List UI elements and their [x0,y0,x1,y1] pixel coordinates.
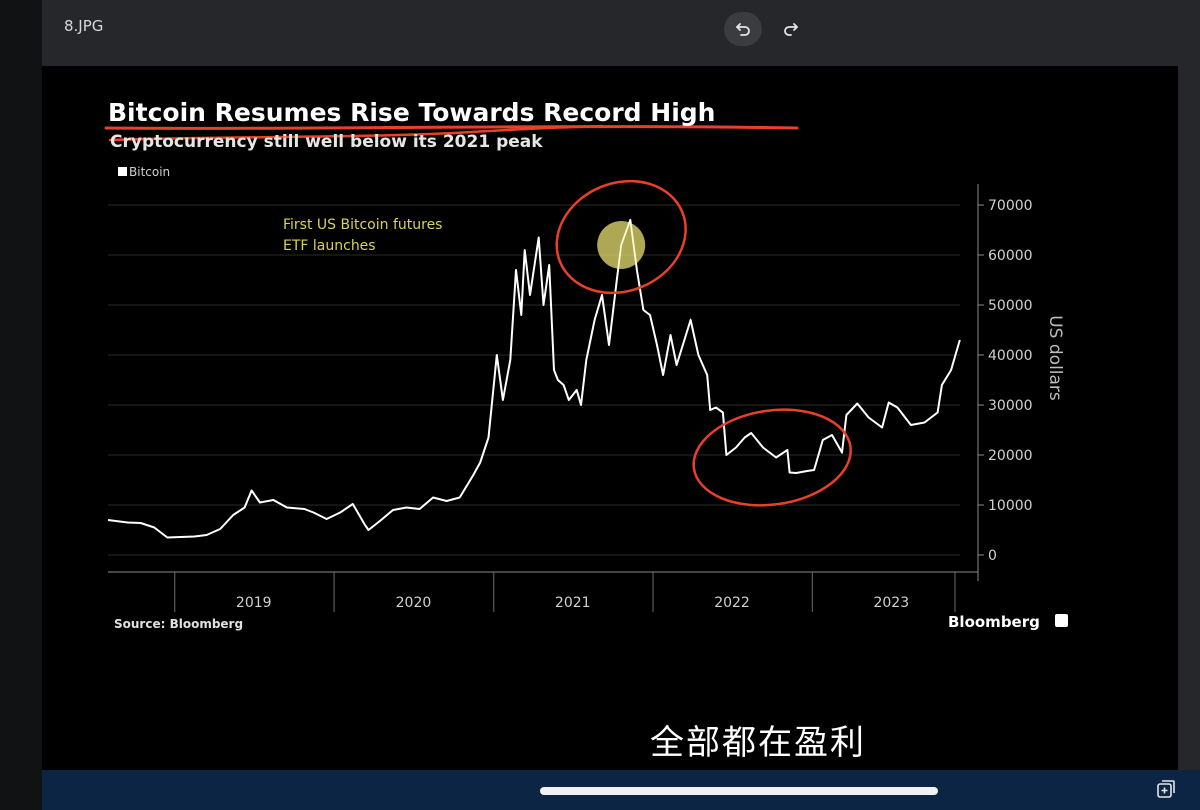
undo-button[interactable] [724,12,762,46]
chart-subtitle: Cryptocurrency still well below its 2021… [110,132,543,152]
y-tick-label: 20000 [988,448,1033,464]
source-note: Source: Bloomberg [114,617,243,631]
x-tick-label: 2022 [714,595,750,611]
y-tick-label: 60000 [988,248,1033,264]
photo-frame: 0 10000 20000 30000 40000 50000 60000 70000 2019… [42,66,1178,770]
y-tick-label: 40000 [988,348,1033,364]
chart-title: Bitcoin Resumes Rise Towards Record High [108,98,715,127]
redo-icon [784,23,798,36]
subtitle-strikethrough-scribble [108,124,604,142]
y-tick-label: 50000 [988,298,1033,314]
video-caption: 全部都在盈利 [640,713,876,766]
legend-swatch [118,167,127,176]
title-underline-scribble [104,125,799,130]
viewer-toolbar: 8.JPG [42,0,1200,66]
redo-button[interactable] [772,12,810,46]
y-tick-label: 0 [988,548,997,564]
file-name: 8.JPG [64,17,104,35]
bitcoin-price-chart: 0 10000 20000 30000 40000 50000 60000 70000 2019… [104,98,1068,631]
bloomberg-logo-text: Bloomberg [948,613,1040,631]
bitcoin-price-line-overlay [107,219,961,539]
etf-annotation: First US Bitcoin futures ETF launches [283,217,442,254]
peak-circle-markup [555,179,687,295]
x-tick-label: 2021 [555,595,591,611]
trough-circle-markup [692,408,852,507]
y-axis-label: US dollars [1045,315,1065,401]
undo-icon [736,23,750,36]
x-tick-label: 2023 [873,595,909,611]
legend-label-bitcoin: Bitcoin [129,165,170,179]
y-tick-label: 30000 [988,398,1033,414]
x-tick-label: 2020 [396,595,432,611]
y-tick-label: 10000 [988,498,1033,514]
add-to-gallery-icon[interactable] [1155,778,1177,800]
home-indicator[interactable] [540,787,938,795]
y-tick-label: 70000 [988,198,1033,214]
x-tick-label: 2019 [236,595,272,611]
bloomberg-logo-icon [1055,614,1068,627]
